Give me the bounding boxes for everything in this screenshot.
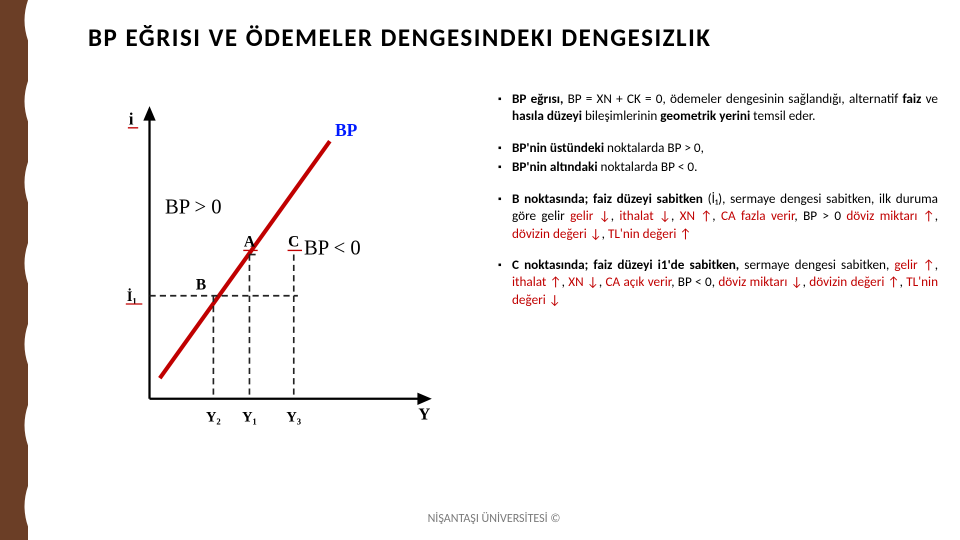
bullet-5-r5: döviz miktarı ↓: [718, 273, 802, 290]
bullet-5-r3: XN ↓: [568, 273, 599, 290]
x-tick-y1: Y₁: [242, 409, 257, 425]
bullet-5-r2: ithalat ↑: [512, 273, 562, 290]
bullet-5-t2: ,: [935, 256, 938, 273]
bp-line: [160, 141, 330, 378]
region-below-label: BP < 0: [304, 238, 361, 260]
x-tick-y3: Y₃: [286, 409, 301, 425]
bullet-4-b2: faiz düzeyi sabitken: [588, 190, 707, 207]
bullet-4-r5: döviz miktarı ↑: [846, 207, 934, 224]
region-above-label: BP > 0: [165, 196, 222, 218]
slide-title: BP EĞRISI VE ÖDEMELER DENGESINDEKI DENGE…: [88, 22, 908, 53]
bullet-4-t4: ,: [712, 207, 721, 224]
text-column: BP eğrısı, BP = XN + CK = 0, ödemeler de…: [498, 90, 938, 322]
bullet-1-b4: geometrik yerini: [660, 107, 750, 124]
bullet-4: B noktasında; faiz düzeyi sabitken (İ₁),…: [498, 190, 938, 242]
bullet-4-r7: TL'nin değeri ↑: [608, 225, 691, 242]
bullet-4-t6: ,: [935, 207, 938, 224]
bullet-5: C noktasında; faiz düzeyi i1'de sabitken…: [498, 256, 938, 308]
bullet-1-t3: bileşimlerinin: [582, 107, 660, 124]
bullet-5-t5: , BP < 0,: [671, 273, 718, 290]
bullet-4-r1: gelir ↓: [570, 207, 611, 224]
bullet-1-t4: temsil eder.: [750, 107, 815, 124]
x-axis: [150, 393, 432, 405]
bullet-5-r4: CA açık verir: [605, 273, 671, 290]
bullet-5-t1: sermaye dengesi sabitken,: [739, 256, 894, 273]
left-wave-border: [0, 0, 28, 540]
bullet-1-t1: BP = XN + CK = 0, ödemeler dengesinin sa…: [563, 90, 902, 107]
bullet-1-b1: BP eğrısı,: [512, 90, 563, 107]
bullet-2: BP'nin üstündeki noktalarda BP > 0,: [498, 139, 938, 156]
bullet-2-b: BP'nin üstündeki: [512, 139, 607, 156]
point-c-label: C: [288, 233, 299, 250]
chart-svg: BP BP > 0 BP < 0 A B C İ₁: [88, 100, 448, 440]
slide-body: BP EĞRISI VE ÖDEMELER DENGESINDEKI DENGE…: [28, 0, 960, 540]
x-tick-y2: Y₂: [206, 409, 221, 425]
bp-chart: BP BP > 0 BP < 0 A B C İ₁: [88, 100, 448, 440]
bullet-4-t5: , BP > 0: [794, 207, 846, 224]
bullet-4-r3: XN ↑: [680, 207, 713, 224]
bullet-3-t: noktalarda BP < 0.: [601, 158, 698, 175]
bullet-5-r1: gelir ↑: [894, 256, 934, 273]
bullet-1: BP eğrısı, BP = XN + CK = 0, ödemeler de…: [498, 90, 938, 125]
bullet-3: BP'nin altındaki noktalarda BP < 0.: [498, 158, 938, 175]
bullet-2-t: noktalarda BP > 0,: [607, 139, 704, 156]
bullet-5-r6: dövizin değeri ↑: [809, 273, 899, 290]
y-axis: [143, 106, 155, 399]
point-a-label: A: [244, 233, 256, 250]
bp-line-label: BP: [335, 120, 358, 140]
x-axis-label: Y: [418, 404, 430, 423]
bullet-4-r4: CA fazla verir: [721, 207, 794, 224]
bullet-3-b: BP'nin altındaki: [512, 158, 601, 175]
bullet-5-b1: C noktasında;: [512, 256, 588, 273]
footer-text: NİŞANTAŞI ÜNİVERSİTESİ ©: [28, 512, 960, 526]
y-axis-label: i: [129, 110, 134, 129]
bullet-4-t3: ,: [671, 207, 680, 224]
bullet-1-b3: hasıla düzeyi: [512, 107, 582, 124]
bullet-4-b1: B noktasında;: [512, 190, 588, 207]
point-b-label: B: [196, 277, 206, 294]
bullet-5-b2: faiz düzeyi i1'de sabitken,: [588, 256, 739, 273]
bullet-1-t2: ve: [921, 90, 938, 107]
bullet-4-r6: dövizin değeri ↓: [512, 225, 602, 242]
bullet-4-r2: ithalat ↓: [619, 207, 671, 224]
y-tick-i1: İ₁: [127, 288, 137, 305]
bullet-1-b2: faiz: [902, 90, 921, 107]
